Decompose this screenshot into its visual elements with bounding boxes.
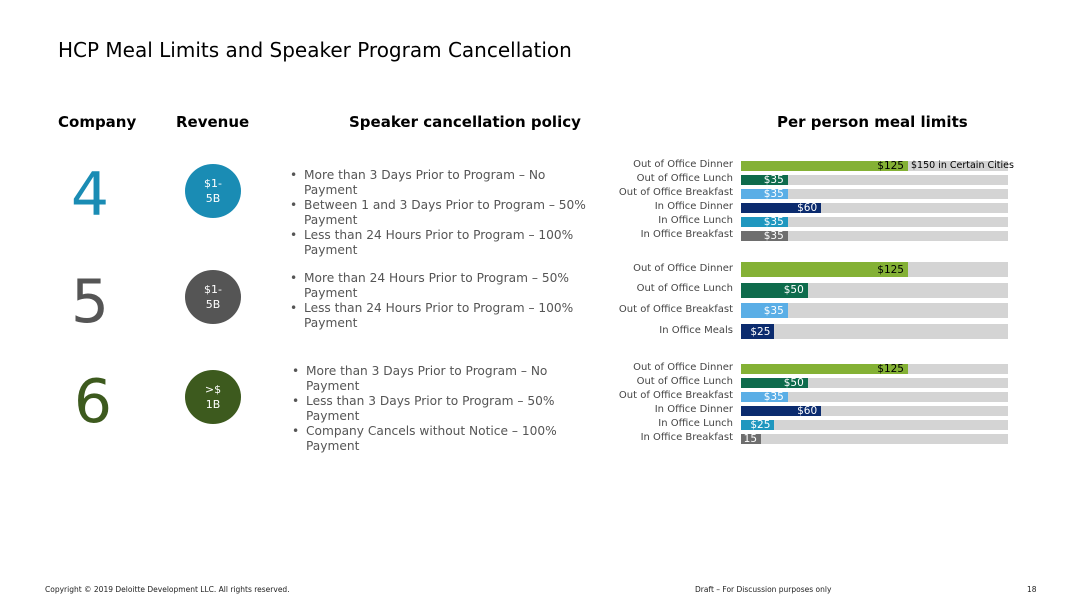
revenue-value: >$ 1B: [204, 383, 222, 411]
meal-bar-track: $125: [741, 262, 1008, 277]
policy-item: Less than 24 Hours Prior to Program – 10…: [287, 228, 587, 258]
meal-bar: $25: [741, 324, 775, 340]
header-meals: Per person meal limits: [777, 113, 968, 131]
revenue-badge: $1- 5B: [185, 270, 241, 324]
header-company: Company: [58, 113, 137, 131]
meal-bar-track: 15: [741, 432, 1008, 445]
header-revenue: Revenue: [176, 113, 250, 131]
revenue-badge: $1- 5B: [185, 164, 241, 218]
meal-label: Out of Office Breakfast: [618, 187, 733, 198]
meal-bar-track: $35: [741, 390, 1008, 403]
revenue-badge: >$ 1B: [185, 370, 241, 424]
meal-bar-value: $25: [750, 325, 771, 338]
meal-bar-track: $60: [741, 404, 1008, 417]
meal-label: Out of Office Lunch: [636, 173, 733, 184]
header-policy: Speaker cancellation policy: [349, 113, 581, 131]
meal-bar-track: $35: [741, 174, 1008, 186]
meal-label: In Office Dinner: [654, 201, 733, 212]
meal-bar-track: $60: [741, 202, 1008, 214]
meal-label: Out of Office Dinner: [633, 262, 733, 274]
meal-bar: $35: [741, 188, 788, 200]
meal-bar-track: $125: [741, 363, 1008, 375]
footer-copyright: Copyright © 2019 Deloitte Development LL…: [45, 585, 290, 594]
meal-bar-track: $50: [741, 376, 1008, 389]
meal-label: In Office Breakfast: [640, 229, 733, 240]
meal-label: Out of Office Breakfast: [618, 303, 733, 315]
policy-item: More than 3 Days Prior to Program – No P…: [287, 168, 587, 198]
meal-bar-track: $50: [741, 282, 1008, 298]
policy-item: Between 1 and 3 Days Prior to Program – …: [287, 198, 587, 228]
meal-bar: $125: [741, 160, 908, 172]
meal-label: In Office Dinner: [654, 403, 733, 415]
meal-bar-value: 15: [743, 432, 758, 445]
company-number: 4: [70, 160, 110, 230]
meal-label: Out of Office Dinner: [633, 362, 733, 373]
meal-bar-value: $35: [763, 230, 784, 242]
meal-bar-value: $35: [763, 188, 784, 200]
meal-bar-track: $35: [741, 303, 1008, 319]
meal-bar-value: $25: [750, 418, 771, 431]
meal-bar-value: $35: [763, 390, 784, 403]
policy-list: More than 3 Days Prior to Program – No P…: [287, 168, 587, 258]
meal-bar-value: $125: [877, 363, 904, 375]
meal-label: In Office Meals: [659, 324, 733, 336]
footer-page-number: 18: [1027, 585, 1037, 594]
policy-list: More than 3 Days Prior to Program – No P…: [289, 364, 589, 454]
policy-item: More than 3 Days Prior to Program – No P…: [289, 364, 589, 394]
meal-bar-track: $125: [741, 160, 1008, 172]
meal-bar-track: $35: [741, 188, 1008, 200]
page-title: HCP Meal Limits and Speaker Program Canc…: [58, 38, 572, 62]
revenue-value: $1- 5B: [204, 177, 222, 205]
meal-bar: $60: [741, 202, 822, 214]
meal-bar: $60: [741, 404, 822, 417]
meal-bar-value: $50: [783, 284, 804, 297]
meal-bar-value: $35: [763, 216, 784, 228]
meal-bar: $125: [741, 262, 908, 277]
meal-bar-value: $50: [783, 376, 804, 389]
policy-item: Less than 24 Hours Prior to Program – 10…: [287, 301, 587, 331]
meal-bar-value: $35: [763, 304, 784, 317]
meal-label: Out of Office Lunch: [636, 375, 733, 387]
meal-label: In Office Lunch: [658, 215, 733, 226]
meal-label: Out of Office Dinner: [633, 159, 733, 170]
meal-bar-value: $60: [797, 404, 818, 417]
meal-bar: $25: [741, 418, 775, 431]
meal-bar-note: $150 in Certain Cities: [911, 160, 1014, 171]
meal-bar-value: $60: [797, 202, 818, 214]
policy-item: More than 24 Hours Prior to Program – 50…: [287, 271, 587, 301]
meal-label: Out of Office Lunch: [636, 283, 733, 295]
meal-bar-track: $25: [741, 418, 1008, 431]
meal-bar: $35: [741, 216, 788, 228]
meal-bar: $50: [741, 376, 808, 389]
footer-draft: Draft – For Discussion purposes only: [695, 585, 832, 594]
meal-bar-value: $125: [877, 263, 904, 276]
meal-bar: $50: [741, 282, 808, 298]
meal-bar-track: $35: [741, 216, 1008, 228]
company-number: 6: [73, 367, 113, 437]
policy-list: More than 24 Hours Prior to Program – 50…: [287, 271, 587, 331]
meal-bar: $35: [741, 303, 788, 319]
meal-label: Out of Office Breakfast: [618, 389, 733, 401]
policy-item: Less than 3 Days Prior to Program – 50% …: [289, 394, 589, 424]
meal-bar: $35: [741, 390, 788, 403]
company-number: 5: [70, 267, 110, 337]
meal-bar-value: $125: [877, 160, 904, 172]
meal-bar: $35: [741, 230, 788, 242]
meal-bar-value: $35: [763, 174, 784, 186]
meal-label: In Office Breakfast: [640, 431, 733, 443]
policy-item: Company Cancels without Notice – 100% Pa…: [289, 424, 589, 454]
meal-label: In Office Lunch: [658, 417, 733, 429]
meal-bar: $35: [741, 174, 788, 186]
meal-bar: $125: [741, 363, 908, 375]
revenue-value: $1- 5B: [204, 283, 222, 311]
meal-bar-track: $25: [741, 324, 1008, 340]
meal-bar: 15: [741, 432, 762, 445]
meal-bar-track: $35: [741, 230, 1008, 242]
